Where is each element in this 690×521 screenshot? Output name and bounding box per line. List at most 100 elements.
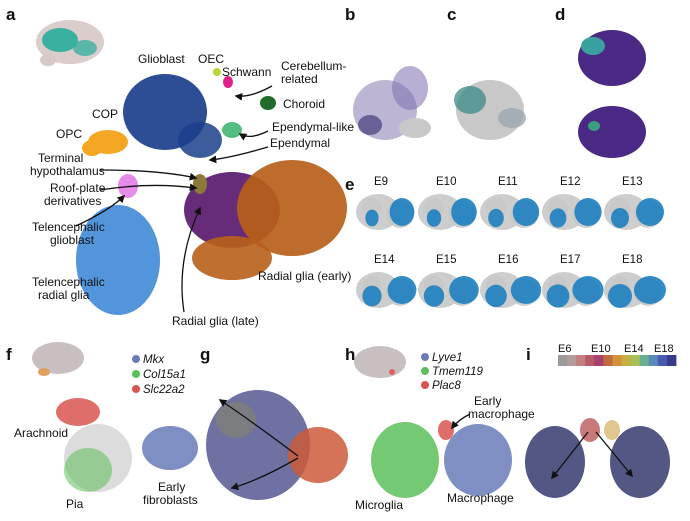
label-early-macro-1: Early	[474, 394, 501, 408]
legend-h-lyve1: Lyve1	[432, 352, 462, 364]
panel-e-umap-blob	[426, 209, 442, 227]
label-roof-1: Roof-plate	[50, 181, 106, 195]
label-arachnoid: Arachnoid	[14, 426, 68, 440]
panel-e-grid: E9 E10 E11 E12 E13 E14 E15 E16 E17 E18	[356, 176, 666, 308]
panel-e-umap-blob	[485, 284, 507, 308]
colorbar-swatch	[585, 355, 595, 366]
panel-i-colorbar	[558, 355, 677, 366]
cluster-terminal-hypothalamus	[193, 174, 207, 194]
cluster-rg-early-2	[192, 236, 272, 280]
panel-b-umap	[353, 66, 431, 140]
panel-i-label: i	[526, 345, 531, 364]
panel-e-age-label: E14	[374, 254, 395, 266]
legend-h-tmem119: Tmem119	[432, 366, 484, 378]
panel-e-cell-e9: E9	[356, 176, 415, 230]
panel-e-umap-blob	[574, 198, 602, 226]
tick-e18: E18	[654, 343, 674, 355]
panel-h-legend: Lyve1 Tmem119 Plac8	[421, 352, 484, 392]
panel-e-umap-blob	[634, 276, 666, 304]
panel-e-cell-e13: E13	[604, 176, 664, 230]
label-cerebellum-2: related	[281, 72, 318, 86]
label-cop: COP	[92, 107, 118, 121]
panel-e-umap-blob	[362, 285, 382, 307]
panel-g-umap	[206, 390, 348, 500]
panel-e-umap-blob	[365, 209, 379, 227]
arrow-roof	[99, 183, 198, 192]
panel-d-umap-top	[578, 30, 646, 86]
panel-e-umap-blob	[636, 198, 664, 226]
colorbar-swatch	[558, 355, 568, 366]
colorbar-swatch	[657, 355, 668, 366]
panel-d: d	[555, 5, 646, 158]
panel-g: g	[200, 345, 348, 500]
colorbar-swatch	[648, 355, 659, 366]
panel-c: c	[447, 5, 526, 140]
label-opc: OPC	[56, 127, 82, 141]
panel-e-age-label: E16	[498, 254, 518, 266]
label-early-2: fibroblasts	[143, 493, 198, 507]
label-terminal-1: Terminal	[38, 151, 83, 165]
label-rg-early: Radial glia (early)	[258, 269, 351, 283]
panel-b: b	[345, 5, 431, 140]
panel-e-cell-e15: E15	[418, 254, 479, 308]
label-ependymal: Ependymal	[270, 136, 330, 150]
label-trad-2: radial glia	[38, 288, 90, 302]
tick-e6: E6	[558, 343, 571, 355]
label-trad-1: Telencephalic	[32, 275, 105, 289]
tick-e10: E10	[591, 343, 611, 355]
panel-a-umap	[76, 68, 347, 315]
panel-e-age-label: E10	[436, 176, 456, 188]
colorbar-swatch	[621, 355, 632, 366]
panel-h-umap	[371, 420, 512, 498]
panel-d-label: d	[555, 5, 565, 24]
panel-e-umap-blob	[611, 208, 629, 228]
panel-g-label: g	[200, 345, 210, 364]
arrow-early-macro	[451, 413, 471, 430]
cluster-oec	[213, 68, 221, 76]
legend-f-col15a1: Col15a1	[143, 369, 186, 381]
panel-f-label: f	[6, 345, 12, 364]
label-tglio-2: glioblast	[50, 233, 95, 247]
label-schwann: Schwann	[222, 65, 271, 79]
panel-e-cell-e10: E10	[418, 176, 477, 230]
panel-e-umap-blob	[572, 276, 604, 304]
panel-h-label: h	[345, 345, 355, 364]
panel-e-cell-e12: E12	[542, 176, 602, 230]
panel-f-umap	[56, 398, 198, 492]
panel-e-cell-e14: E14	[356, 254, 417, 308]
panel-e-age-label: E18	[622, 254, 642, 266]
panel-e-umap-blob	[451, 198, 477, 226]
colorbar-swatch	[666, 355, 677, 366]
legend-h-plac8: Plac8	[432, 380, 461, 392]
colorbar-swatch	[594, 355, 604, 366]
label-early-1: Early	[158, 480, 185, 494]
panel-d-umap-bottom	[578, 106, 646, 158]
panel-e-umap-blob	[449, 276, 479, 304]
panel-e-umap-blob	[549, 208, 567, 228]
panel-e-umap-blob	[510, 276, 542, 304]
legend-f-mkx: Mkx	[143, 354, 165, 366]
label-cerebellum-1: Cerebellum-	[281, 59, 346, 73]
label-tglio-1: Telencephalic	[32, 220, 105, 234]
panel-e-umap-blob	[387, 276, 417, 304]
label-early-macro-2: macrophage	[468, 407, 535, 421]
panel-e-umap-blob	[423, 285, 445, 307]
panel-e-umap-blob	[546, 284, 570, 308]
panel-i-umap	[525, 418, 670, 498]
panel-h: h Lyve1 Tmem119 Plac8 Early macrophage M…	[345, 345, 535, 512]
panel-e: e E9 E10 E11 E12 E13 E14 E15 E16 E17 E18	[345, 175, 666, 308]
colorbar-swatch	[639, 355, 650, 366]
cluster-schwann	[223, 76, 233, 88]
legend-f-slc22a2: Slc22a2	[143, 384, 185, 396]
arrow-ependymal	[208, 146, 269, 164]
arrow-i-2	[595, 431, 633, 478]
cluster-ependymal-like	[222, 122, 242, 138]
panel-f: f Mkx Col15a1 Slc22a2 Arachnoid Pia Earl…	[6, 342, 198, 511]
panel-a-inset	[36, 20, 104, 66]
label-oec: OEC	[198, 52, 224, 66]
panel-b-label: b	[345, 5, 355, 24]
panel-e-umap-blob	[389, 198, 415, 226]
label-terminal-2: hypothalamus	[30, 164, 105, 178]
panel-a: a Glioblast OEC Schwann	[6, 5, 354, 328]
